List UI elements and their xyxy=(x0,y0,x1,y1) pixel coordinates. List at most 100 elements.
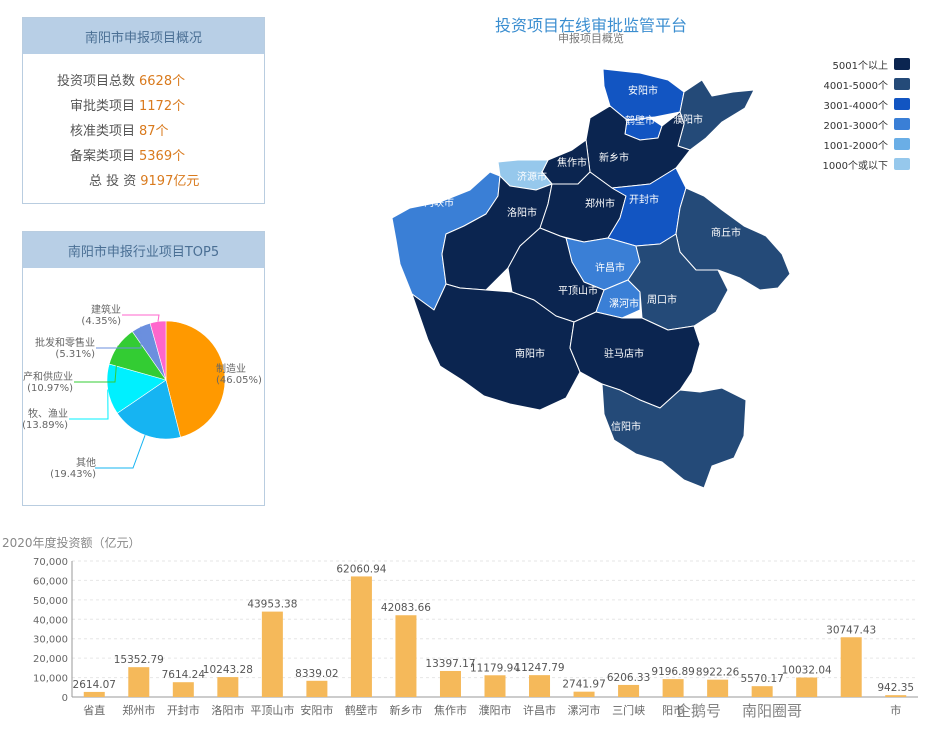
legend-swatch xyxy=(894,58,910,70)
region-zhoukou[interactable] xyxy=(627,233,729,331)
pie-leader-line xyxy=(95,434,146,469)
legend-label: 1001-2000个 xyxy=(823,140,888,152)
city-label: 驻马店市 xyxy=(604,347,644,360)
pie-leader-line xyxy=(202,372,225,375)
x-category-label: 平顶山市 xyxy=(250,703,294,717)
city-label: 商丘市 xyxy=(711,226,741,239)
henan-map: 安阳市 鹤壁市 濮阳市 新乡市 焦作市 济源市 三门峡市 洛阳市 郑州市 开封市… xyxy=(391,68,791,489)
pie-slice-percent: (5.31%) xyxy=(55,349,95,360)
pie-slice-label: 其他 xyxy=(76,456,96,469)
bar[interactable] xyxy=(128,667,150,697)
city-label: 漯河市 xyxy=(609,297,639,310)
legend-swatch xyxy=(894,78,910,90)
bar-value-label: 43953.38 xyxy=(247,599,297,611)
summary-title: 南阳市申报项目概况 xyxy=(23,18,264,54)
bar[interactable] xyxy=(751,686,773,697)
pie-slice[interactable] xyxy=(116,379,181,440)
bar[interactable] xyxy=(662,679,684,697)
bar[interactable] xyxy=(217,677,239,697)
bar[interactable] xyxy=(172,682,194,697)
city-label: 安阳市 xyxy=(628,84,658,97)
pie-slice-percent: (46.05%) xyxy=(216,375,262,386)
x-category-label: 许昌市 xyxy=(523,703,556,717)
summary-row-total: 投资项目总数 6628个 xyxy=(23,70,264,95)
x-category-label: 开封市 xyxy=(167,703,200,717)
legend-swatch xyxy=(894,98,910,110)
legend-item[interactable]: 3001-4000个 xyxy=(800,94,910,114)
bar-value-label: 6206.33 xyxy=(607,672,650,684)
pie-slice-percent: (13.89%) xyxy=(23,420,68,431)
city-label: 平顶山市 xyxy=(558,284,598,297)
watermark-text: 南阳圈哥 xyxy=(742,702,803,720)
bar-value-label: 2741.97 xyxy=(562,679,605,691)
investment-bar-chart: 0 10,000 20,000 30,000 40,000 50,000 60,000 70,… xyxy=(33,557,918,717)
bar[interactable] xyxy=(796,677,818,697)
x-category-label: 安阳市 xyxy=(300,703,333,717)
bar[interactable] xyxy=(83,691,105,697)
pie-leader-line xyxy=(122,314,160,322)
summary-rows: 投资项目总数 6628个 审批类项目 1172个 核准类项目 87个 备案类项目 536… xyxy=(23,70,264,195)
pie-slice-label: 产和供应业 xyxy=(23,370,73,383)
summary-value: 1172个 xyxy=(139,99,186,114)
legend-item[interactable]: 5001个以上 xyxy=(800,54,910,74)
x-category-label: 阳市 xyxy=(662,703,684,717)
bar[interactable] xyxy=(573,691,595,697)
bar-value-label: 42083.66 xyxy=(381,602,431,614)
bar-value-label: 9196.89 xyxy=(651,666,694,678)
x-category-label: 郑州市 xyxy=(122,703,155,717)
map-subtitle: 申报项目概览 xyxy=(558,32,624,45)
y-tick-label: 30,000 xyxy=(33,635,68,646)
city-label: 鹤壁市 xyxy=(625,114,655,127)
industry-pie-chart: 制造业(46.05%) 其他(19.43%) 牧、渔业(13.89%) 产和供应业(1… xyxy=(23,303,262,480)
bar[interactable] xyxy=(707,679,729,697)
pie-leader-line xyxy=(96,326,142,349)
summary-label: 核准类项目 xyxy=(70,124,136,139)
region-anyang[interactable] xyxy=(602,68,685,121)
bar[interactable] xyxy=(261,611,283,697)
x-category-label: 濮阳市 xyxy=(479,703,512,717)
bar[interactable] xyxy=(885,695,907,697)
map-title: 投资项目在线审批监管平台 xyxy=(494,16,687,35)
summary-value: 9197亿元 xyxy=(140,174,200,189)
bar[interactable] xyxy=(350,576,372,697)
legend-swatch xyxy=(894,138,910,150)
legend-item[interactable]: 2001-3000个 xyxy=(800,114,910,134)
city-label: 信阳市 xyxy=(611,420,641,433)
bar-value-label: 62060.94 xyxy=(336,563,386,575)
map-city-labels: 安阳市 鹤壁市 濮阳市 新乡市 焦作市 济源市 三门峡市 洛阳市 郑州市 开封市… xyxy=(414,84,741,433)
city-label: 三门峡市 xyxy=(414,196,454,209)
bar[interactable] xyxy=(439,670,461,697)
bar-value-label: 8922.26 xyxy=(696,667,740,679)
pie-panel-title: 南阳市申报行业项目TOP5 xyxy=(23,232,264,268)
bar-value-label: 11179.94 xyxy=(470,662,520,674)
legend-swatch xyxy=(894,158,910,170)
bar-value-label: 13397.17 xyxy=(425,658,475,670)
legend-label: 4001-5000个 xyxy=(823,80,888,92)
y-tick-label: 70,000 xyxy=(33,557,68,568)
bar[interactable] xyxy=(840,637,862,697)
pie-slice[interactable] xyxy=(149,320,167,381)
x-category-label: 市 xyxy=(890,703,901,717)
x-category-label: 漯河市 xyxy=(568,703,601,717)
bar[interactable] xyxy=(484,675,506,697)
bar[interactable] xyxy=(618,684,640,697)
bar-value-label: 942.35 xyxy=(877,682,914,694)
bar[interactable] xyxy=(306,680,328,697)
pie-slice-label: 批发和零售业 xyxy=(35,336,95,349)
legend-item[interactable]: 1000个或以下 xyxy=(800,154,910,174)
bar[interactable] xyxy=(529,675,551,697)
bar-value-label: 10243.28 xyxy=(203,664,253,676)
summary-row-investment: 总 投 资 9197亿元 xyxy=(23,170,264,195)
legend-item[interactable]: 4001-5000个 xyxy=(800,74,910,94)
legend-item[interactable]: 1001-2000个 xyxy=(800,134,910,154)
bar-value-label: 10032.04 xyxy=(782,665,832,677)
summary-row-approval: 审批类项目 1172个 xyxy=(23,95,264,120)
region-xinyang[interactable] xyxy=(601,383,747,489)
x-category-label: 鹤壁市 xyxy=(345,703,378,717)
summary-label: 投资项目总数 xyxy=(57,74,136,89)
pie-leader-line xyxy=(69,389,109,420)
pie-slice[interactable] xyxy=(106,363,167,414)
bar[interactable] xyxy=(395,615,417,697)
legend-label: 5001个以上 xyxy=(832,60,888,72)
y-tick-label: 20,000 xyxy=(33,654,68,665)
